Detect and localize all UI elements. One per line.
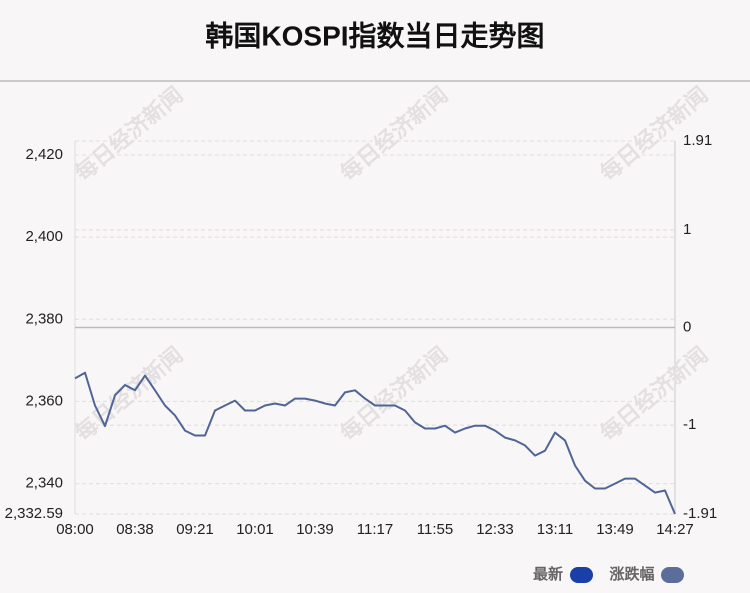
y2-tick-label: -1.91 — [683, 505, 717, 522]
watermark: 每日经济新闻 — [335, 82, 453, 187]
y2-tick-label: 0 — [683, 318, 691, 335]
x-tick-label: 11:17 — [357, 521, 393, 538]
y2-tick-label: 1 — [683, 221, 691, 238]
legend-swatch — [570, 567, 593, 583]
y-tick-label: 2,340 — [25, 475, 63, 492]
x-tick-label: 13:11 — [537, 521, 573, 538]
y-tick-label: 2,400 — [25, 228, 63, 245]
price-line — [74, 371, 676, 515]
legend-label: 最新 — [533, 565, 563, 583]
x-tick-label: 12:33 — [476, 521, 514, 538]
x-tick-label: 14:27 — [656, 521, 694, 538]
x-tick-label: 10:01 — [236, 521, 274, 538]
watermark: 每日经济新闻 — [335, 342, 453, 447]
watermark: 每日经济新闻 — [70, 82, 188, 187]
x-tick-label: 13:49 — [596, 521, 634, 538]
x-tick-label: 08:00 — [56, 521, 94, 538]
legend-swatch — [661, 567, 684, 583]
y2-tick-label: 1.91 — [683, 132, 712, 149]
x-tick-label: 10:39 — [296, 521, 334, 538]
y-tick-label: 2,332.59 — [5, 505, 63, 522]
y-tick-label: 2,420 — [25, 146, 63, 163]
chart-title: 韩国KOSPI指数当日走势图 — [205, 20, 544, 51]
legend-label: 涨跌幅 — [609, 565, 654, 583]
y-tick-label: 2,360 — [25, 392, 63, 409]
x-tick-label: 08:38 — [116, 521, 154, 538]
y-tick-label: 2,380 — [25, 310, 63, 327]
x-tick-label: 11:55 — [417, 521, 453, 538]
y2-tick-label: -1 — [683, 416, 696, 433]
x-tick-label: 09:21 — [176, 521, 214, 538]
watermark: 每日经济新闻 — [70, 342, 188, 447]
